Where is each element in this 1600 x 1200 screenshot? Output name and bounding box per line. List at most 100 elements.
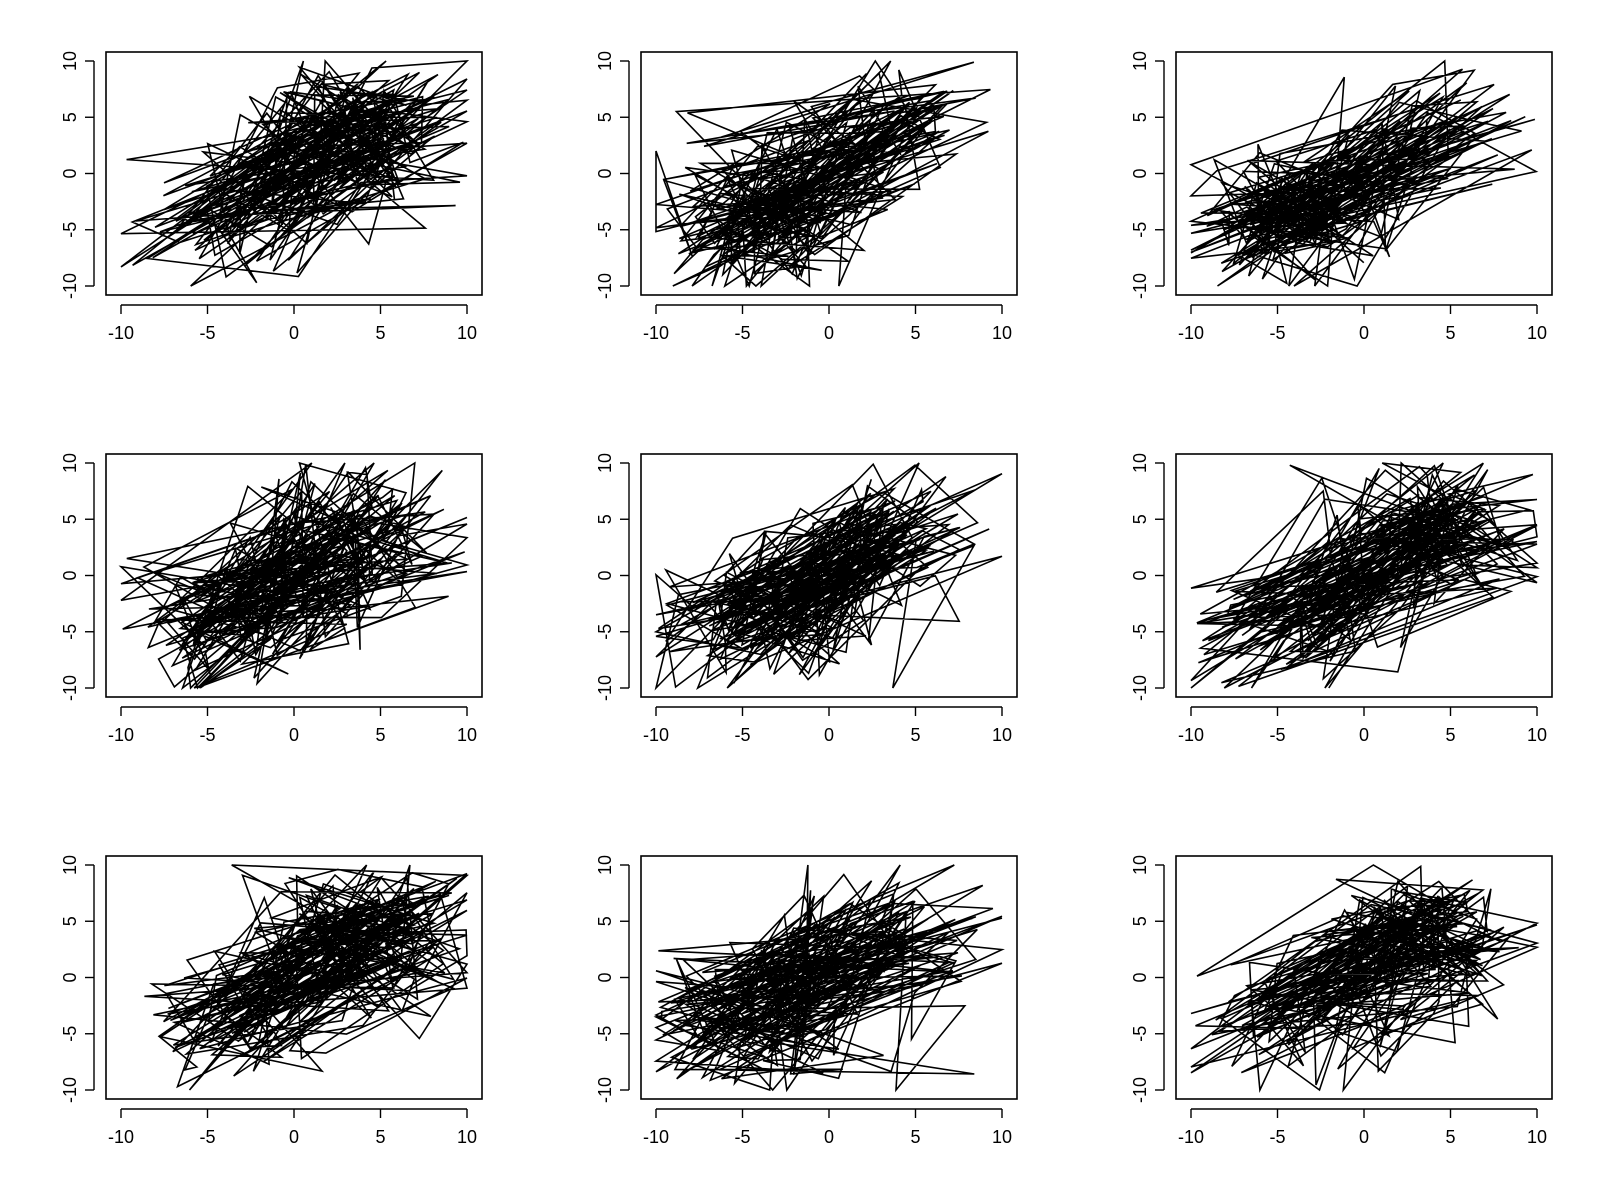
x-tick-label: -10 xyxy=(108,323,134,343)
x-tick-label: 10 xyxy=(992,1127,1012,1147)
x-tick-label: -10 xyxy=(1178,1127,1204,1147)
y-tick-label: 5 xyxy=(60,514,80,524)
x-tick-label: -10 xyxy=(643,1127,669,1147)
data-line xyxy=(1187,59,1539,288)
x-tick-label: 0 xyxy=(1359,725,1369,745)
y-tick-label: 5 xyxy=(595,514,615,524)
plot-frame xyxy=(1175,51,1553,296)
y-tick-label: 0 xyxy=(60,570,80,580)
y-tick-label: -5 xyxy=(1130,222,1150,238)
y-tick-label: -10 xyxy=(1130,273,1150,299)
plot-frame xyxy=(105,51,483,296)
y-tick-label: 0 xyxy=(1130,570,1150,580)
plot-frame xyxy=(105,855,483,1100)
y-tick-label: -10 xyxy=(595,273,615,299)
y-tick-label: -10 xyxy=(595,1077,615,1103)
panel-5: -10 -5 0 5 10 -10 -5 0 5 10 xyxy=(595,453,1018,745)
x-tick-label: 0 xyxy=(289,1127,299,1147)
x-tick-label: 0 xyxy=(824,323,834,343)
y-tick-label: -5 xyxy=(1130,624,1150,640)
x-tick-label: -5 xyxy=(1269,725,1285,745)
x-tick-label: 5 xyxy=(1445,725,1455,745)
y-tick-label: 10 xyxy=(60,453,80,473)
panel-8: -10 -5 0 5 10 -10 -5 0 5 10 xyxy=(595,855,1018,1147)
y-tick-label: 10 xyxy=(595,51,615,71)
plot-frame xyxy=(105,453,483,698)
x-tick-label: -5 xyxy=(1269,323,1285,343)
x-tick-label: -5 xyxy=(199,725,215,745)
x-tick-label: 10 xyxy=(457,725,477,745)
y-tick-label: 5 xyxy=(1130,916,1150,926)
x-tick-label: -5 xyxy=(1269,1127,1285,1147)
y-tick-label: 5 xyxy=(60,112,80,122)
panel-9: -10 -5 0 5 10 -10 -5 0 5 10 xyxy=(1130,855,1553,1147)
x-tick-label: 10 xyxy=(457,323,477,343)
x-tick-label: -5 xyxy=(734,1127,750,1147)
x-tick-label: 10 xyxy=(992,323,1012,343)
plot-frame xyxy=(1175,453,1553,698)
panel-3: -10 -5 0 5 10 -10 -5 0 5 10 xyxy=(1130,51,1553,343)
x-tick-label: -10 xyxy=(1178,725,1204,745)
x-tick-label: 5 xyxy=(375,725,385,745)
y-tick-label: 10 xyxy=(595,453,615,473)
y-tick-label: 0 xyxy=(595,570,615,580)
y-tick-label: 10 xyxy=(60,51,80,71)
x-tick-label: 10 xyxy=(1527,725,1547,745)
x-tick-label: 0 xyxy=(289,725,299,745)
x-tick-label: -5 xyxy=(199,323,215,343)
y-tick-label: 0 xyxy=(595,972,615,982)
x-tick-label: 5 xyxy=(375,323,385,343)
y-tick-label: 5 xyxy=(60,916,80,926)
y-tick-label: 5 xyxy=(595,112,615,122)
y-tick-label: 0 xyxy=(1130,972,1150,982)
data-line xyxy=(655,59,991,289)
y-tick-label: 5 xyxy=(1130,514,1150,524)
x-tick-label: 5 xyxy=(375,1127,385,1147)
panel-7: -10 -5 0 5 10 -10 -5 0 5 10 xyxy=(60,855,483,1147)
x-tick-label: -10 xyxy=(643,323,669,343)
y-tick-label: -5 xyxy=(60,222,80,238)
plot-frame xyxy=(1175,855,1553,1100)
x-tick-label: -10 xyxy=(1178,323,1204,343)
plot-frame xyxy=(640,855,1018,1100)
y-tick-label: 0 xyxy=(595,168,615,178)
x-tick-label: -10 xyxy=(108,1127,134,1147)
y-tick-label: -5 xyxy=(1130,1026,1150,1042)
y-tick-label: -10 xyxy=(60,1077,80,1103)
y-tick-label: -10 xyxy=(60,675,80,701)
y-tick-label: 0 xyxy=(1130,168,1150,178)
y-tick-label: 10 xyxy=(1130,855,1150,875)
x-tick-label: 5 xyxy=(910,1127,920,1147)
y-tick-label: 10 xyxy=(1130,51,1150,71)
data-line xyxy=(653,462,1003,691)
data-line xyxy=(144,864,470,1091)
x-tick-label: -10 xyxy=(643,725,669,745)
y-tick-label: 10 xyxy=(60,855,80,875)
y-tick-label: 0 xyxy=(60,972,80,982)
y-tick-label: -10 xyxy=(595,675,615,701)
x-tick-label: -5 xyxy=(199,1127,215,1147)
panel-6: -10 -5 0 5 10 -10 -5 0 5 10 xyxy=(1130,453,1553,745)
plot-frame xyxy=(640,51,1018,296)
x-tick-label: 10 xyxy=(1527,323,1547,343)
y-tick-label: -5 xyxy=(60,624,80,640)
plot-frame xyxy=(640,453,1018,698)
x-tick-label: 5 xyxy=(910,323,920,343)
x-tick-label: 0 xyxy=(824,725,834,745)
x-tick-label: 0 xyxy=(1359,323,1369,343)
x-tick-label: 0 xyxy=(289,323,299,343)
x-tick-label: 10 xyxy=(992,725,1012,745)
y-tick-label: 0 xyxy=(60,168,80,178)
x-tick-label: 0 xyxy=(1359,1127,1369,1147)
panel-2: -10 -5 0 5 10 -10 -5 0 5 10 xyxy=(595,51,1018,343)
y-tick-label: -10 xyxy=(60,273,80,299)
y-tick-label: -10 xyxy=(1130,675,1150,701)
x-tick-label: -5 xyxy=(734,323,750,343)
x-tick-label: 10 xyxy=(457,1127,477,1147)
y-tick-label: -10 xyxy=(1130,1077,1150,1103)
x-tick-label: 5 xyxy=(1445,323,1455,343)
x-tick-label: -10 xyxy=(108,725,134,745)
panel-4: -10 -5 0 5 10 -10 -5 0 5 10 xyxy=(60,453,483,745)
y-tick-label: 5 xyxy=(1130,112,1150,122)
